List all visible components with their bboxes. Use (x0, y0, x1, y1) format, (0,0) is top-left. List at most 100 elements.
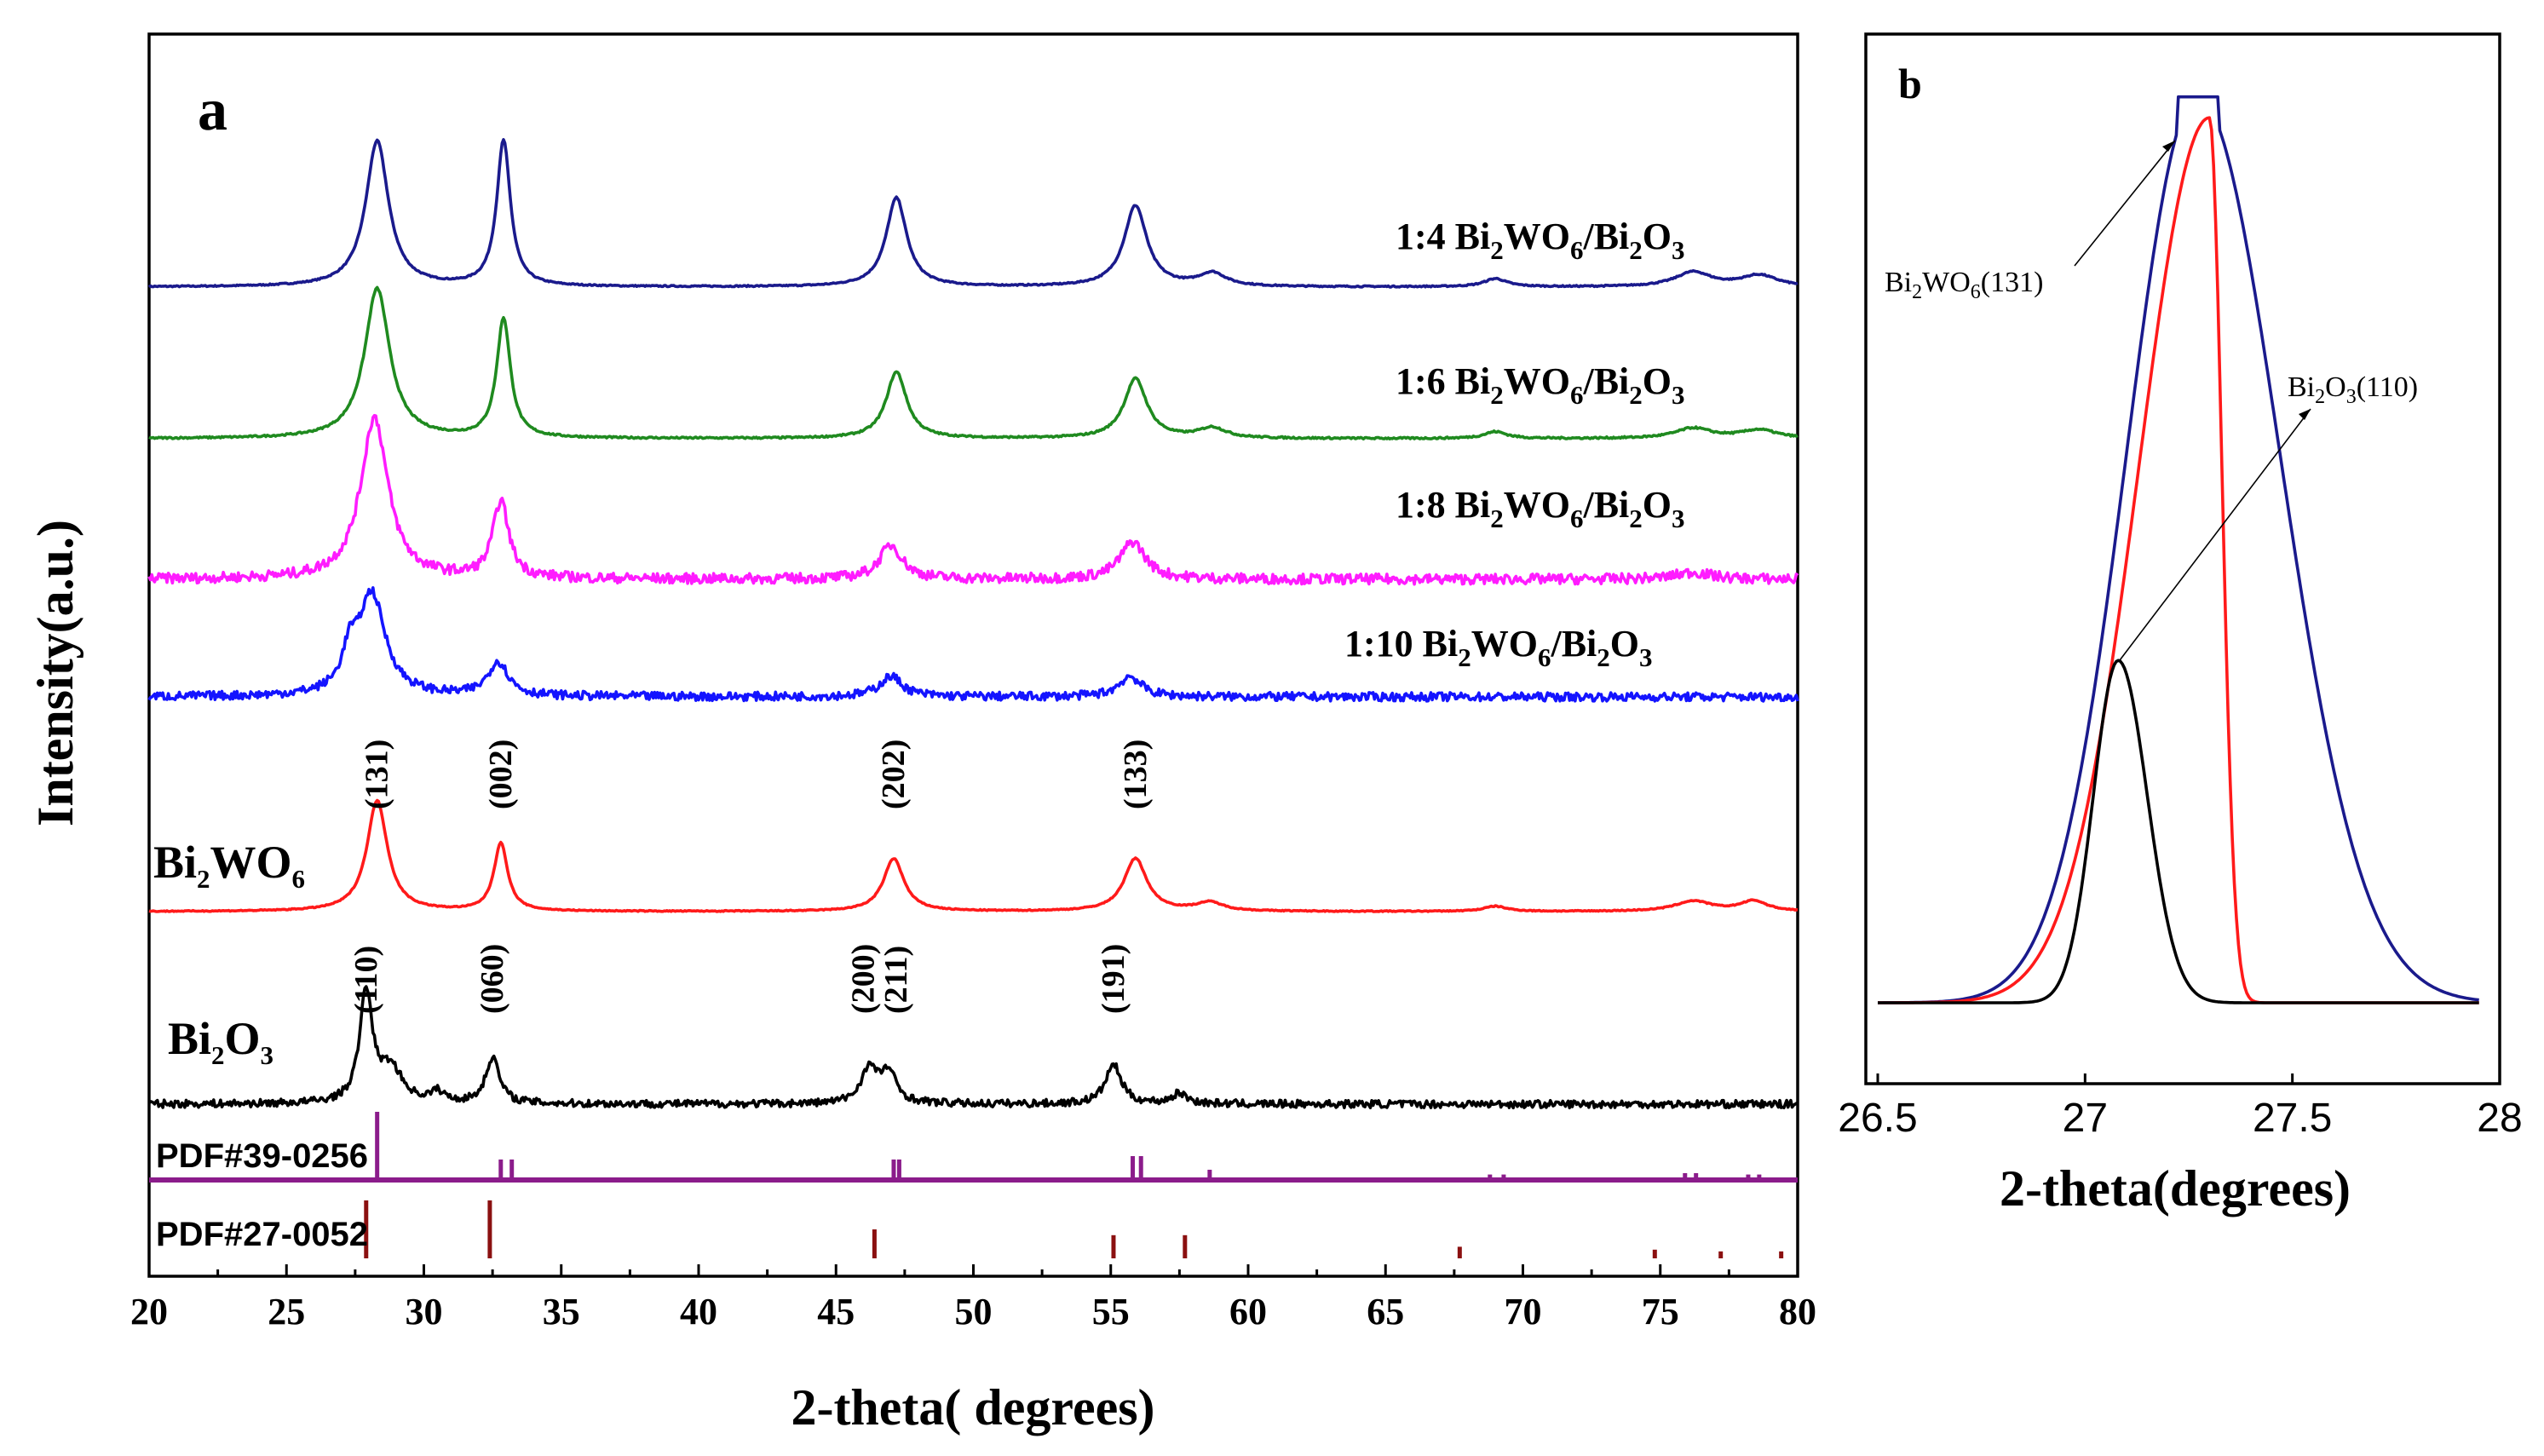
series-label-part: 2 (1490, 380, 1504, 410)
series-label-part: 2 (1597, 642, 1610, 672)
series-label-part: WO (210, 837, 292, 888)
series-label-ratio-1-10: 1:10 Bi2WO6/Bi2O3 (1344, 623, 1653, 672)
panel-b-x-axis-title: 2-theta(degrees) (2000, 1160, 2351, 1217)
annotation-part: 2 (2315, 386, 2325, 408)
series-label-ratio-1-6: 1:6 Bi2WO6/Bi2O3 (1396, 360, 1685, 410)
panel-b-frame (1864, 32, 2501, 1085)
pdf-label-27-0052: PDF#27-0052 (156, 1216, 368, 1253)
series-label-part: Bi (168, 1013, 211, 1064)
series-label-part: 2 (1629, 235, 1643, 265)
hkl-label-bi2o3-200: (200) (846, 944, 882, 1014)
series-label-part: 1:8 Bi (1396, 484, 1490, 526)
series-label-part: O (1610, 623, 1639, 665)
annotation-part: (131) (1981, 267, 2044, 298)
series-label-part: 6 (1570, 504, 1584, 533)
panel-a-y-axis-title: Intensity(a.u.) (27, 520, 83, 826)
pdf-label-39-0256-number: 39-0256 (243, 1137, 368, 1175)
panel-a-reference-patterns (149, 1112, 1798, 1258)
series-label-part: O (1643, 484, 1672, 526)
tick-label-a-75: 75 (1642, 1291, 1679, 1332)
series-label-part: O (1643, 216, 1672, 257)
annotation-bi2wo6-131: Bi2WO6(131) (1885, 267, 2043, 303)
series-label-part: WO (1504, 216, 1570, 257)
series-line-ratio-1-10 (147, 586, 1799, 703)
series-label-part: /Bi (1550, 623, 1597, 665)
series-label-ratio-1-8: 1:8 Bi2WO6/Bi2O3 (1396, 484, 1685, 533)
hkl-label-bi2o3-211: (211) (878, 946, 914, 1014)
hkl-label-bi2o3-191: (191) (1096, 944, 1131, 1014)
zoom-line-bi2wo6 (1878, 116, 2479, 1004)
annotation-part: 3 (2346, 386, 2357, 408)
panel-a-tag: a (198, 78, 227, 143)
tick-label-a-80: 80 (1779, 1291, 1816, 1332)
tick-label-a-25: 25 (268, 1291, 305, 1332)
tick-label-a-20: 20 (130, 1291, 168, 1332)
annotation-leader-bi2o3 (2119, 408, 2311, 661)
series-label-part: WO (1471, 623, 1538, 665)
series-label-part: /Bi (1582, 360, 1629, 402)
hkl-label-bi2o3-060: (060) (475, 944, 510, 1014)
series-label-bi2wo6: Bi2WO6 (153, 837, 305, 894)
zoom-line-bi2o3 (1878, 659, 2479, 1004)
annotation-part: Bi (1885, 267, 1912, 298)
series-label-part: 6 (1538, 642, 1551, 672)
series-label-part: 3 (261, 1040, 274, 1070)
series-label-part: O (1643, 360, 1672, 402)
series-line-bi2wo6 (148, 798, 1799, 913)
panel-a-x-ticks: 20 25 30 35 40 45 50 55 60 65 70 75 80 (130, 1264, 1816, 1332)
series-label-part: 6 (1570, 235, 1584, 265)
series-label-part: 1:6 Bi (1396, 360, 1490, 402)
series-label-part: 6 (292, 864, 306, 894)
series-label-part: 6 (1570, 380, 1584, 410)
tick-label-a-60: 60 (1229, 1291, 1267, 1332)
panel-b-tag: b (1898, 60, 1922, 107)
series-label-part: 3 (1672, 380, 1685, 410)
hkl-label-bi2wo6-202: (202) (876, 740, 912, 809)
series-label-part: 2 (1629, 504, 1643, 533)
pdf-label-39-0256: PDF#39-0256 (156, 1137, 368, 1175)
tick-label-b-26-5: 26.5 (1838, 1096, 1917, 1141)
hkl-label-bi2wo6-133: (133) (1118, 740, 1154, 809)
annotation-part: O (2325, 371, 2346, 403)
panel-a-curves (147, 138, 1799, 1110)
annotation-part: 6 (1971, 281, 1981, 303)
tick-label-a-35: 35 (543, 1291, 580, 1332)
annotation-part: 2 (1912, 281, 1922, 303)
series-label-part: /Bi (1582, 484, 1629, 526)
series-label-part: 2 (1458, 642, 1471, 672)
tick-label-a-30: 30 (406, 1291, 443, 1332)
pdf-label-27-0052-number: 27-0052 (243, 1216, 368, 1253)
tick-label-a-65: 65 (1367, 1291, 1404, 1332)
series-line-ratio-1-4 (147, 138, 1799, 289)
series-line-bi2o3 (147, 985, 1799, 1110)
series-label-part: Bi (153, 837, 197, 888)
annotation-part: WO (1922, 267, 1971, 298)
pdf-label-39-0256-prefix: PDF# (156, 1137, 243, 1175)
panel-b-curves (1878, 95, 2479, 1004)
panel-a: 20 25 30 35 40 45 50 55 60 65 70 75 80 (131) (002) (20… (27, 32, 1816, 1436)
series-label-part: WO (1504, 360, 1570, 402)
series-label-part: 3 (1639, 642, 1653, 672)
panel-b: 26.5 27 27.5 28 b Bi2WO6(131) Bi2O3(110) 2-… (1838, 32, 2523, 1217)
tick-label-a-50: 50 (955, 1291, 993, 1332)
series-label-bi2o3: Bi2O3 (168, 1013, 273, 1070)
pdf-label-27-0052-prefix: PDF# (156, 1216, 243, 1253)
tick-label-a-40: 40 (680, 1291, 717, 1332)
series-line-ratio-1-6 (148, 285, 1799, 440)
series-label-part: 2 (197, 864, 210, 894)
series-label-part: 2 (211, 1040, 225, 1070)
series-label-part: 2 (1629, 380, 1643, 410)
zoom-line-ratio-1-4 (1878, 95, 2479, 1004)
panel-a-hkl-labels: (131) (002) (202) (133) (110) (060) (200)(211)… (348, 740, 1154, 1014)
tick-label-a-70: 70 (1505, 1291, 1542, 1332)
annotation-part: (110) (2357, 371, 2418, 403)
series-label-ratio-1-4: 1:4 Bi2WO6/Bi2O3 (1396, 216, 1685, 265)
tick-label-a-45: 45 (817, 1291, 855, 1332)
hkl-label-bi2wo6-131: (131) (360, 740, 395, 809)
series-label-part: 3 (1672, 504, 1685, 533)
series-label-part: 1:10 Bi (1344, 623, 1458, 665)
hkl-label-bi2o3-110: (110) (348, 946, 384, 1014)
annotation-leader-bi2wo6 (2074, 140, 2176, 267)
tick-label-b-27-5: 27.5 (2253, 1096, 2332, 1141)
